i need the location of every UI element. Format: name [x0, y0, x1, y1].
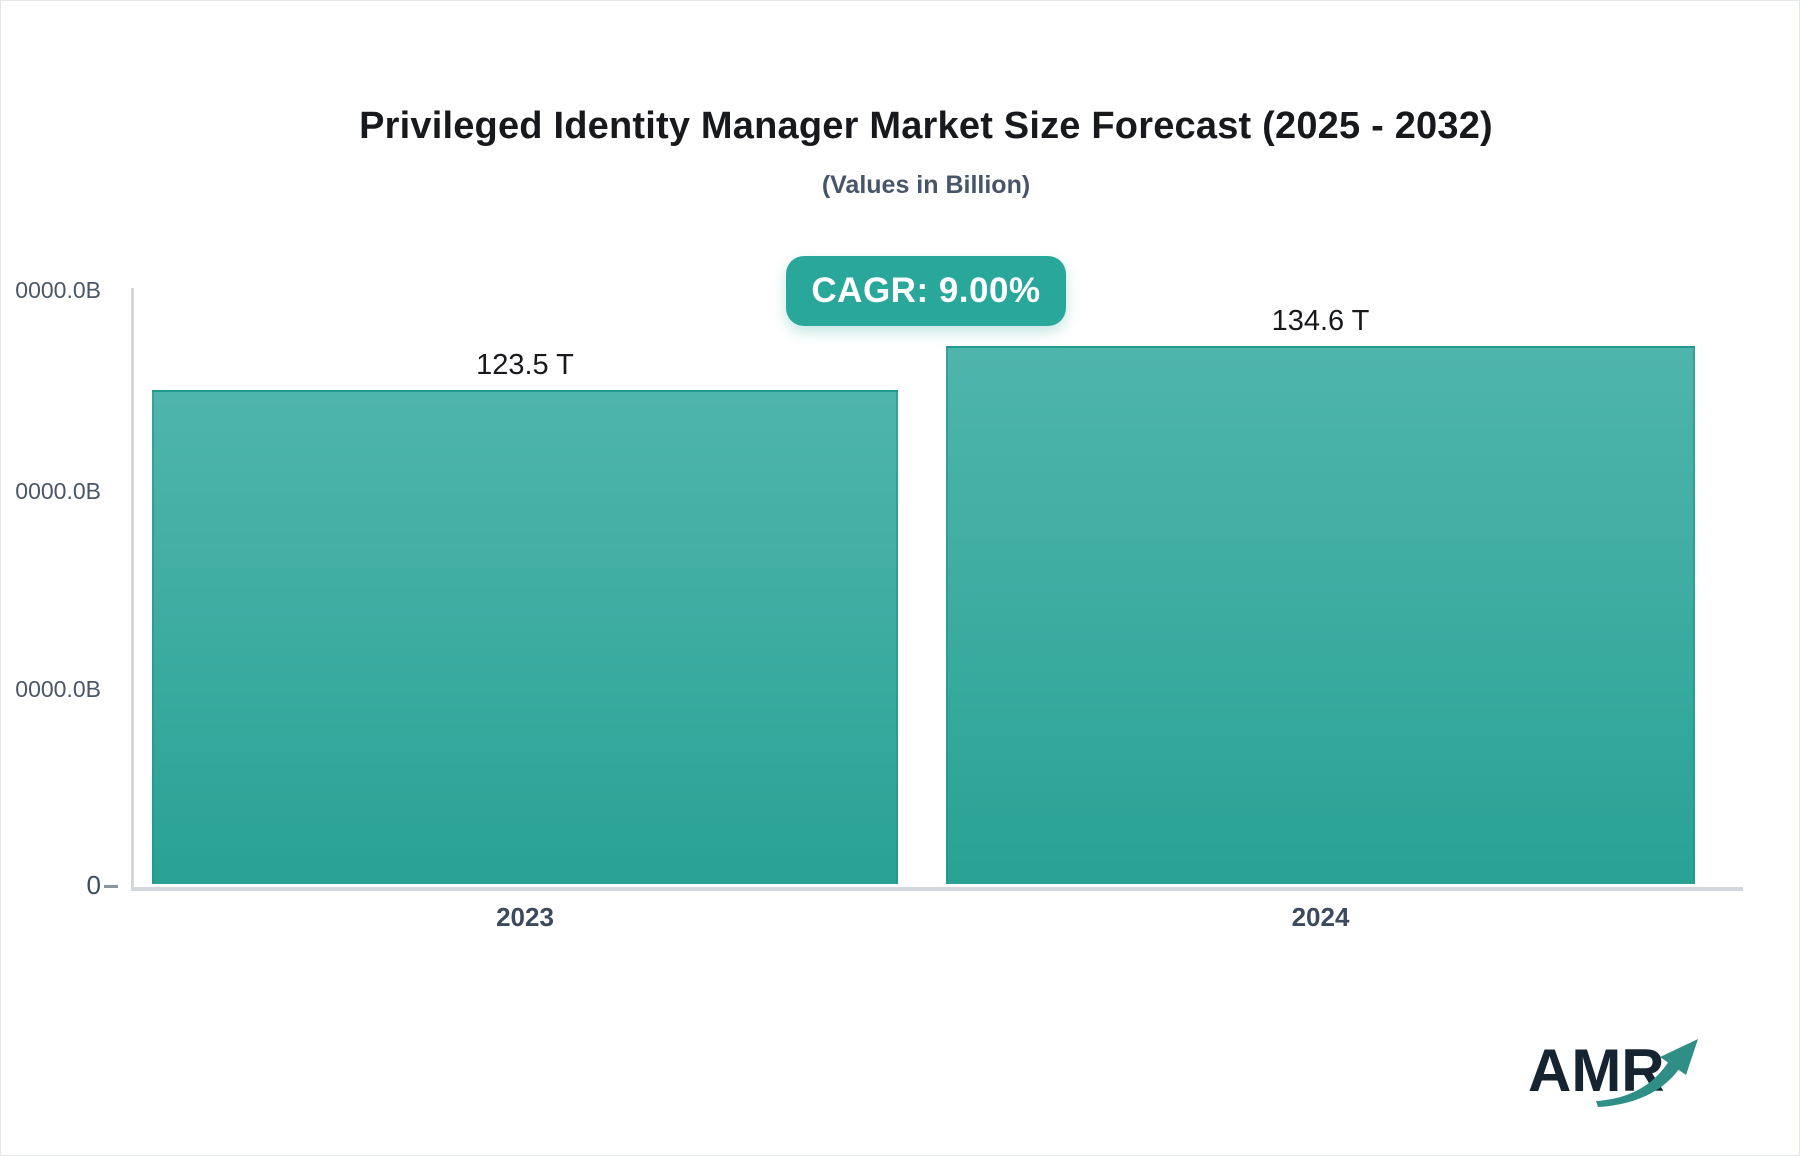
- page-title: Privileged Identity Manager Market Size …: [359, 105, 1493, 147]
- bar-value-label-2024: 134.6 T: [1271, 304, 1370, 337]
- x-axis-label-2024: 2024: [1291, 902, 1350, 932]
- y-axis-zero-label: 0: [86, 872, 101, 898]
- cagr-badge-label: CAGR: 9.00%: [811, 271, 1041, 310]
- page-subtitle: (Values in Billion): [821, 171, 1031, 199]
- amr-logo-arrow-head: [1660, 1039, 1698, 1075]
- cagr-badge: CAGR: 9.00%: [786, 256, 1066, 326]
- x-axis-line: [131, 887, 1743, 891]
- x-axis-label-2023: 2023: [496, 902, 554, 932]
- y-axis-tick-label: 0000.0B: [15, 277, 101, 303]
- bar-group-2024: 134.6 T: [946, 305, 1695, 884]
- y-axis-tick-label: 0000.0B: [15, 478, 101, 504]
- amr-logo: AMR: [1528, 1037, 1698, 1107]
- bar-2024: [946, 345, 1695, 884]
- y-axis-tick-label: 0000.0B: [15, 676, 101, 702]
- bar-value-label-2023: 123.5 T: [476, 349, 574, 381]
- bar-group-2023: 123.5 T: [152, 349, 898, 884]
- y-axis-zero-tick-mark: [104, 885, 118, 888]
- bar-2023: [152, 390, 898, 884]
- y-axis-line: [131, 288, 134, 889]
- amr-logo-arrow-swoosh: [1596, 1061, 1679, 1107]
